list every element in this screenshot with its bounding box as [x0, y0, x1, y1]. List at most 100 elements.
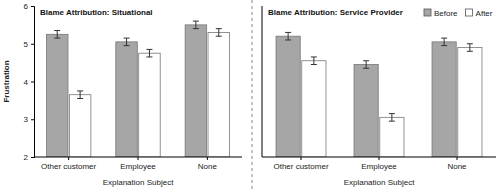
y-axis: 2 3 4 5 6 — [24, 2, 35, 162]
x-tick-label: Other customer — [41, 162, 96, 171]
x-axis: Other customer Employee None — [262, 157, 496, 171]
error-line — [57, 31, 58, 39]
error-cap — [54, 30, 60, 31]
error-cap — [311, 56, 317, 57]
bar — [116, 42, 138, 157]
error-bar — [285, 32, 291, 40]
bar — [302, 61, 326, 157]
error-cap — [146, 56, 152, 57]
x-tick-label: Other customer — [273, 162, 328, 171]
error-cap — [467, 43, 473, 44]
error-line — [391, 114, 392, 122]
error-line — [288, 32, 289, 40]
error-line — [444, 38, 445, 46]
error-cap — [311, 64, 317, 65]
error-cap — [363, 60, 369, 61]
error-line — [149, 49, 150, 57]
error-cap — [389, 113, 395, 114]
y-tick-mark — [31, 44, 34, 45]
panel-title: Blame Attribution: Service Provider — [268, 8, 403, 17]
bar — [46, 34, 68, 157]
marks — [46, 21, 229, 157]
error-cap — [193, 28, 199, 29]
x-tick-mark — [207, 157, 208, 160]
error-cap — [216, 28, 222, 29]
x-tick: Employee — [120, 157, 156, 171]
bar — [208, 32, 230, 157]
error-cap — [124, 38, 130, 39]
y-tick-label: 5 — [24, 40, 29, 49]
x-tick-mark — [379, 157, 380, 160]
y-axis-title: Frustration — [2, 60, 11, 102]
x-tick: None — [198, 157, 218, 171]
error-line — [313, 57, 314, 65]
x-tick: Employee — [361, 157, 397, 171]
y-tick: 2 — [24, 153, 34, 162]
panel: Other customer Employee None Blame Attribut… — [262, 6, 496, 187]
error-cap — [77, 98, 83, 99]
error-cap — [441, 38, 447, 39]
error-bar — [216, 29, 222, 37]
bar — [276, 36, 300, 157]
error-cap — [77, 90, 83, 91]
y-tick: 6 — [24, 2, 34, 11]
bar — [354, 65, 378, 157]
error-line — [218, 29, 219, 37]
error-cap — [467, 51, 473, 52]
x-tick-mark — [138, 157, 139, 160]
error-bar — [77, 91, 83, 99]
error-cap — [441, 45, 447, 46]
error-cap — [146, 49, 152, 50]
error-cap — [193, 21, 199, 22]
bar — [432, 42, 456, 157]
legend-label: Before — [434, 9, 458, 18]
x-tick: None — [447, 157, 467, 171]
error-bar — [124, 38, 130, 46]
bar — [458, 48, 482, 157]
y-tick-label: 6 — [24, 2, 29, 11]
error-cap — [54, 38, 60, 39]
x-tick: Other customer — [41, 157, 96, 171]
error-line — [126, 38, 127, 46]
error-cap — [363, 68, 369, 69]
y-axis-line — [262, 6, 263, 157]
legend-swatch — [466, 9, 473, 16]
panel-separator — [252, 0, 253, 189]
x-tick-label: Employee — [120, 162, 156, 171]
error-cap — [285, 39, 291, 40]
y-tick: 3 — [24, 115, 34, 124]
y-tick: 4 — [24, 78, 34, 87]
error-cap — [216, 36, 222, 37]
error-bar — [363, 61, 369, 69]
error-bar — [311, 57, 317, 65]
legend-item: After — [466, 9, 493, 18]
chart-root: Other customer Employee None 2 3 4 5 6 Blame Att… — [0, 0, 500, 189]
y-tick-mark — [31, 82, 34, 83]
x-axis-title: Explanation Subject — [103, 178, 174, 187]
x-tick: Other customer — [273, 157, 328, 171]
bar — [69, 95, 91, 157]
bar — [185, 25, 207, 157]
error-bar — [146, 49, 152, 57]
y-tick-mark — [31, 157, 34, 158]
x-tick-label: None — [447, 162, 467, 171]
bar — [139, 53, 161, 157]
panel: Other customerEmployeeNone23456Blame Att… — [2, 2, 242, 187]
error-cap — [389, 121, 395, 122]
error-bar — [441, 38, 447, 46]
error-line — [195, 21, 196, 29]
x-tick-mark — [301, 157, 302, 160]
marks — [276, 32, 482, 157]
x-axis-title: Explanation Subject — [344, 178, 415, 187]
y-tick-label: 4 — [24, 78, 29, 87]
legend: Before After — [424, 9, 493, 18]
x-tick-mark — [68, 157, 69, 160]
bar — [380, 117, 404, 157]
error-cap — [285, 32, 291, 33]
error-bar — [467, 44, 473, 52]
error-line — [366, 61, 367, 69]
x-tick-mark — [457, 157, 458, 160]
error-bar — [389, 114, 395, 122]
x-tick-label: None — [198, 162, 218, 171]
error-line — [80, 91, 81, 99]
